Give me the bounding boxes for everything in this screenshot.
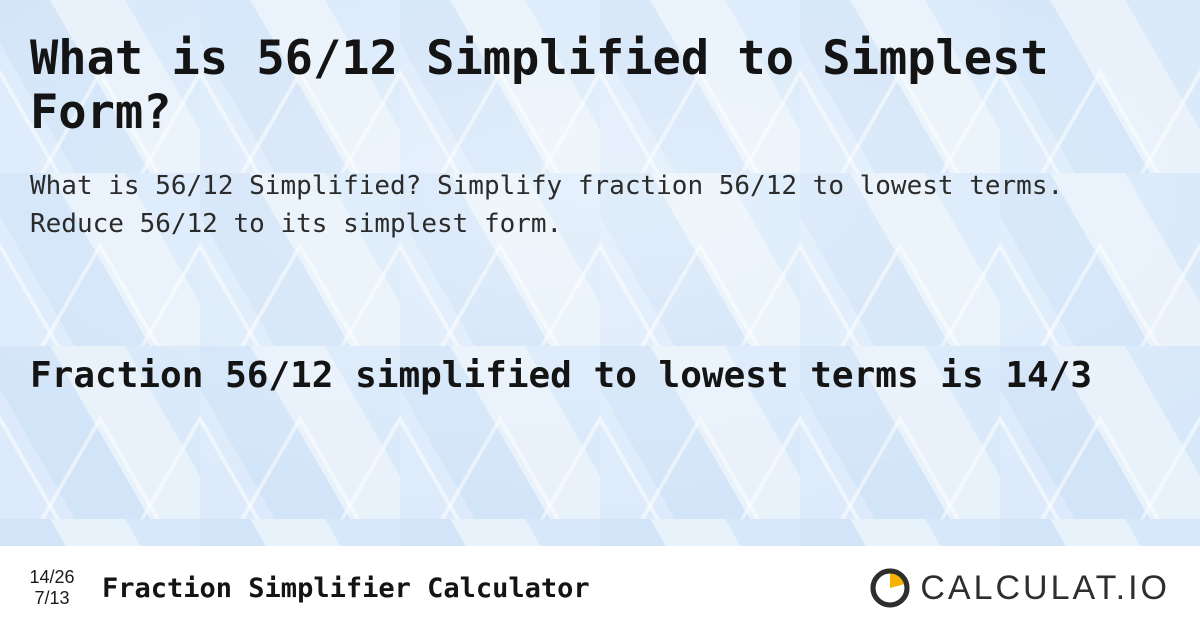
main-content: What is 56/12 Simplified to Simplest For… bbox=[0, 0, 1200, 630]
tool-name: Fraction Simplifier Calculator bbox=[102, 573, 848, 604]
brand-wordmark: CALCULAT.IO bbox=[920, 569, 1170, 608]
fraction-example-top: 14/26 bbox=[29, 567, 74, 588]
fraction-example-icon: 14/26 7/13 bbox=[24, 567, 80, 608]
brand: CALCULAT.IO bbox=[870, 568, 1170, 608]
pie-logo-icon bbox=[870, 568, 910, 608]
answer-heading: Fraction 56/12 simplified to lowest term… bbox=[30, 353, 1170, 400]
footer-bar: 14/26 7/13 Fraction Simplifier Calculato… bbox=[0, 546, 1200, 630]
fraction-example-bottom: 7/13 bbox=[34, 588, 69, 609]
page-title: What is 56/12 Simplified to Simplest For… bbox=[30, 32, 1170, 140]
page-description: What is 56/12 Simplified? Simplify fract… bbox=[30, 168, 1170, 243]
